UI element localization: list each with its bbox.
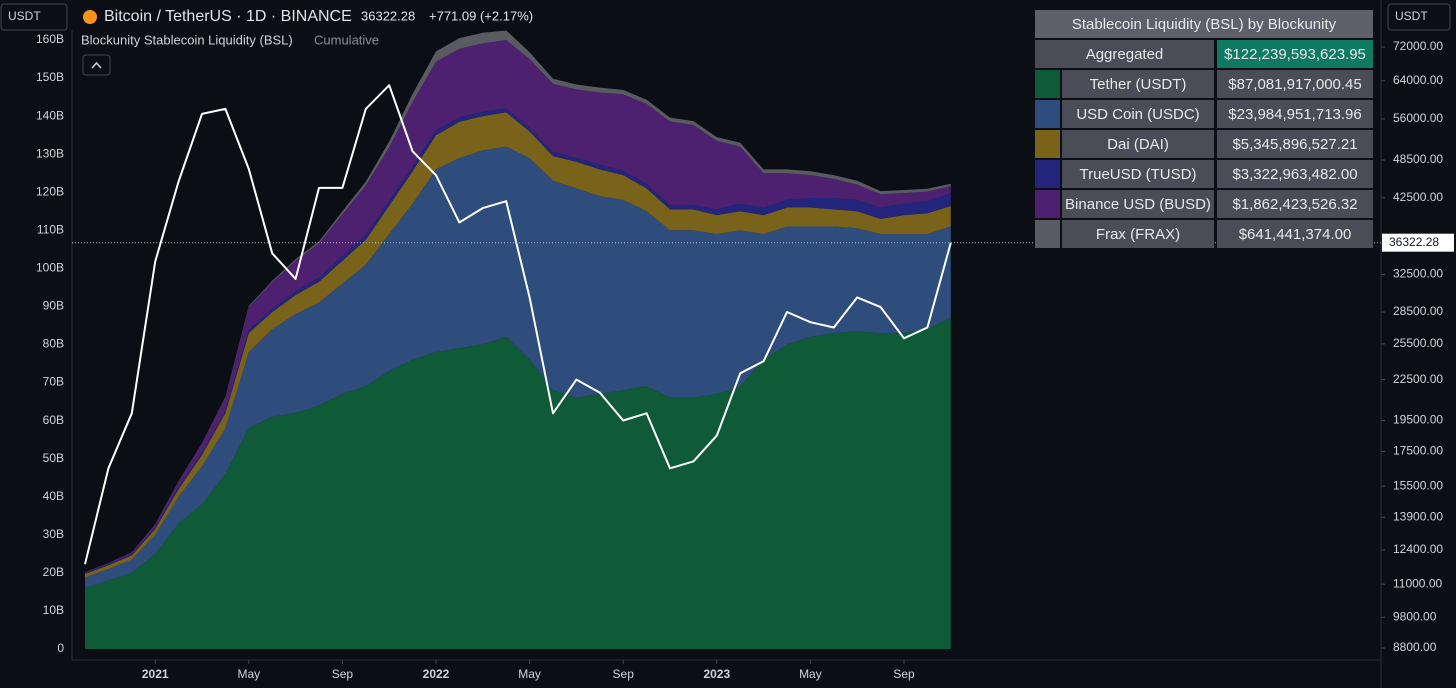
- indicator-title: Blockunity Stablecoin Liquidity (BSL): [81, 32, 293, 47]
- legend-swatch: [1035, 100, 1060, 128]
- y-tick-label: 50B: [43, 451, 64, 465]
- header-change: +771.09 (+2.17%): [429, 8, 533, 23]
- y-tick-label: 130B: [36, 146, 64, 160]
- price-label-box: [1382, 233, 1454, 252]
- stack-area: [85, 146, 951, 589]
- y-tick-label: 120B: [36, 184, 64, 198]
- legend-value: $5,345,896,527.21: [1217, 130, 1373, 158]
- currency-box[interactable]: [1387, 3, 1451, 31]
- overlay: 36322.28: [72, 84, 1454, 565]
- currency-box[interactable]: [0, 3, 68, 31]
- x-tick-label: 2021: [142, 667, 169, 681]
- bitcoin-icon: [83, 10, 97, 24]
- legend-value: $1,862,423,526.32: [1217, 190, 1373, 218]
- x-tick-label: 2022: [423, 667, 450, 681]
- y2-tick-label: 9800.00: [1393, 609, 1437, 623]
- legend-value: $641,441,374.00: [1217, 220, 1373, 248]
- legend-swatch: [1035, 70, 1060, 98]
- y2-tick-label: 32500.00: [1393, 267, 1443, 281]
- x-tick-label: Sep: [332, 667, 354, 681]
- y-tick-label: 110B: [37, 222, 64, 236]
- y2-tick-label: 13900.00: [1393, 509, 1443, 523]
- y2-tick-label: 19500.00: [1393, 413, 1443, 427]
- y-tick-label: 90B: [43, 299, 64, 313]
- y2-tick-label: 48500.00: [1393, 152, 1443, 166]
- legend-swatch: [1035, 220, 1060, 248]
- x-tick-label: May: [518, 667, 541, 681]
- y-tick-label: 60B: [43, 413, 64, 427]
- y2-tick-label: 28500.00: [1393, 304, 1443, 318]
- legend-name: USD Coin (USDC): [1062, 100, 1214, 128]
- y2-tick-label: 42500.00: [1393, 190, 1443, 204]
- right-currency: USDT: [1395, 9, 1428, 23]
- header-price: 36322.28: [361, 8, 415, 23]
- aggregate-value: $122,239,593,623.95: [1217, 40, 1373, 68]
- y-tick-label: 80B: [43, 337, 64, 351]
- stack-area: [85, 40, 951, 573]
- y-tick-label: 30B: [43, 527, 64, 541]
- stack-area: [85, 317, 951, 649]
- price-line: [84, 84, 952, 565]
- legend-swatch: [1035, 190, 1060, 218]
- y-tick-label: 40B: [43, 489, 64, 503]
- y-tick-label: 70B: [43, 375, 64, 389]
- price-label: 36322.28: [1389, 235, 1439, 249]
- y2-tick-label: 64000.00: [1393, 73, 1443, 87]
- aggregate-label: Aggregated: [1035, 40, 1214, 68]
- y2-tick-label: 72000.00: [1393, 39, 1443, 53]
- y2-tick-label: 56000.00: [1393, 111, 1443, 125]
- table-title: Stablecoin Liquidity (BSL) by Blockunity: [1035, 10, 1373, 38]
- y-tick-label: 0: [57, 641, 64, 655]
- stack-area: [85, 112, 951, 578]
- legend-name: Frax (FRAX): [1062, 220, 1214, 248]
- indicator-mode: Cumulative: [314, 32, 379, 47]
- legend-name: Tether (USDT): [1062, 70, 1214, 98]
- y-tick-label: 140B: [36, 108, 64, 122]
- y2-tick-label: 17500.00: [1393, 444, 1443, 458]
- y2-tick-label: 12400.00: [1393, 542, 1443, 556]
- legend-value: $87,081,917,000.45: [1217, 70, 1373, 98]
- y2-tick-label: 8800.00: [1393, 640, 1437, 654]
- left-currency: USDT: [8, 9, 41, 23]
- y-tick-label: 20B: [43, 565, 64, 579]
- y2-tick-label: 15500.00: [1393, 478, 1443, 492]
- legend-swatch: [1035, 130, 1060, 158]
- collapse-icon: [91, 61, 102, 69]
- legend-value: $3,322,963,482.00: [1217, 160, 1373, 188]
- legend-name: Binance USD (BUSD): [1062, 190, 1214, 218]
- legend-swatch: [1035, 160, 1060, 188]
- y2-tick-label: 11000.00: [1393, 576, 1442, 590]
- legend-name: TrueUSD (TUSD): [1062, 160, 1214, 188]
- x-tick-label: May: [799, 667, 822, 681]
- y-tick-label: 100B: [36, 261, 64, 275]
- collapse-button[interactable]: [82, 54, 111, 76]
- legend-value: $23,984,951,713.96: [1217, 100, 1373, 128]
- y-tick-label: 150B: [36, 70, 64, 84]
- y-tick-label: 10B: [43, 603, 64, 617]
- symbol-title: Bitcoin / TetherUS · 1D · BINANCE: [104, 8, 352, 25]
- areas: [85, 30, 951, 649]
- y2-tick-label: 22500.00: [1393, 372, 1443, 386]
- y-tick-label: 160B: [36, 32, 64, 46]
- legend-name: Dai (DAI): [1062, 130, 1214, 158]
- y2-tick-label: 25500.00: [1393, 336, 1443, 350]
- x-tick-label: Sep: [613, 667, 635, 681]
- x-tick-label: Sep: [893, 667, 915, 681]
- x-tick-label: 2023: [703, 667, 730, 681]
- x-tick-label: May: [237, 667, 260, 681]
